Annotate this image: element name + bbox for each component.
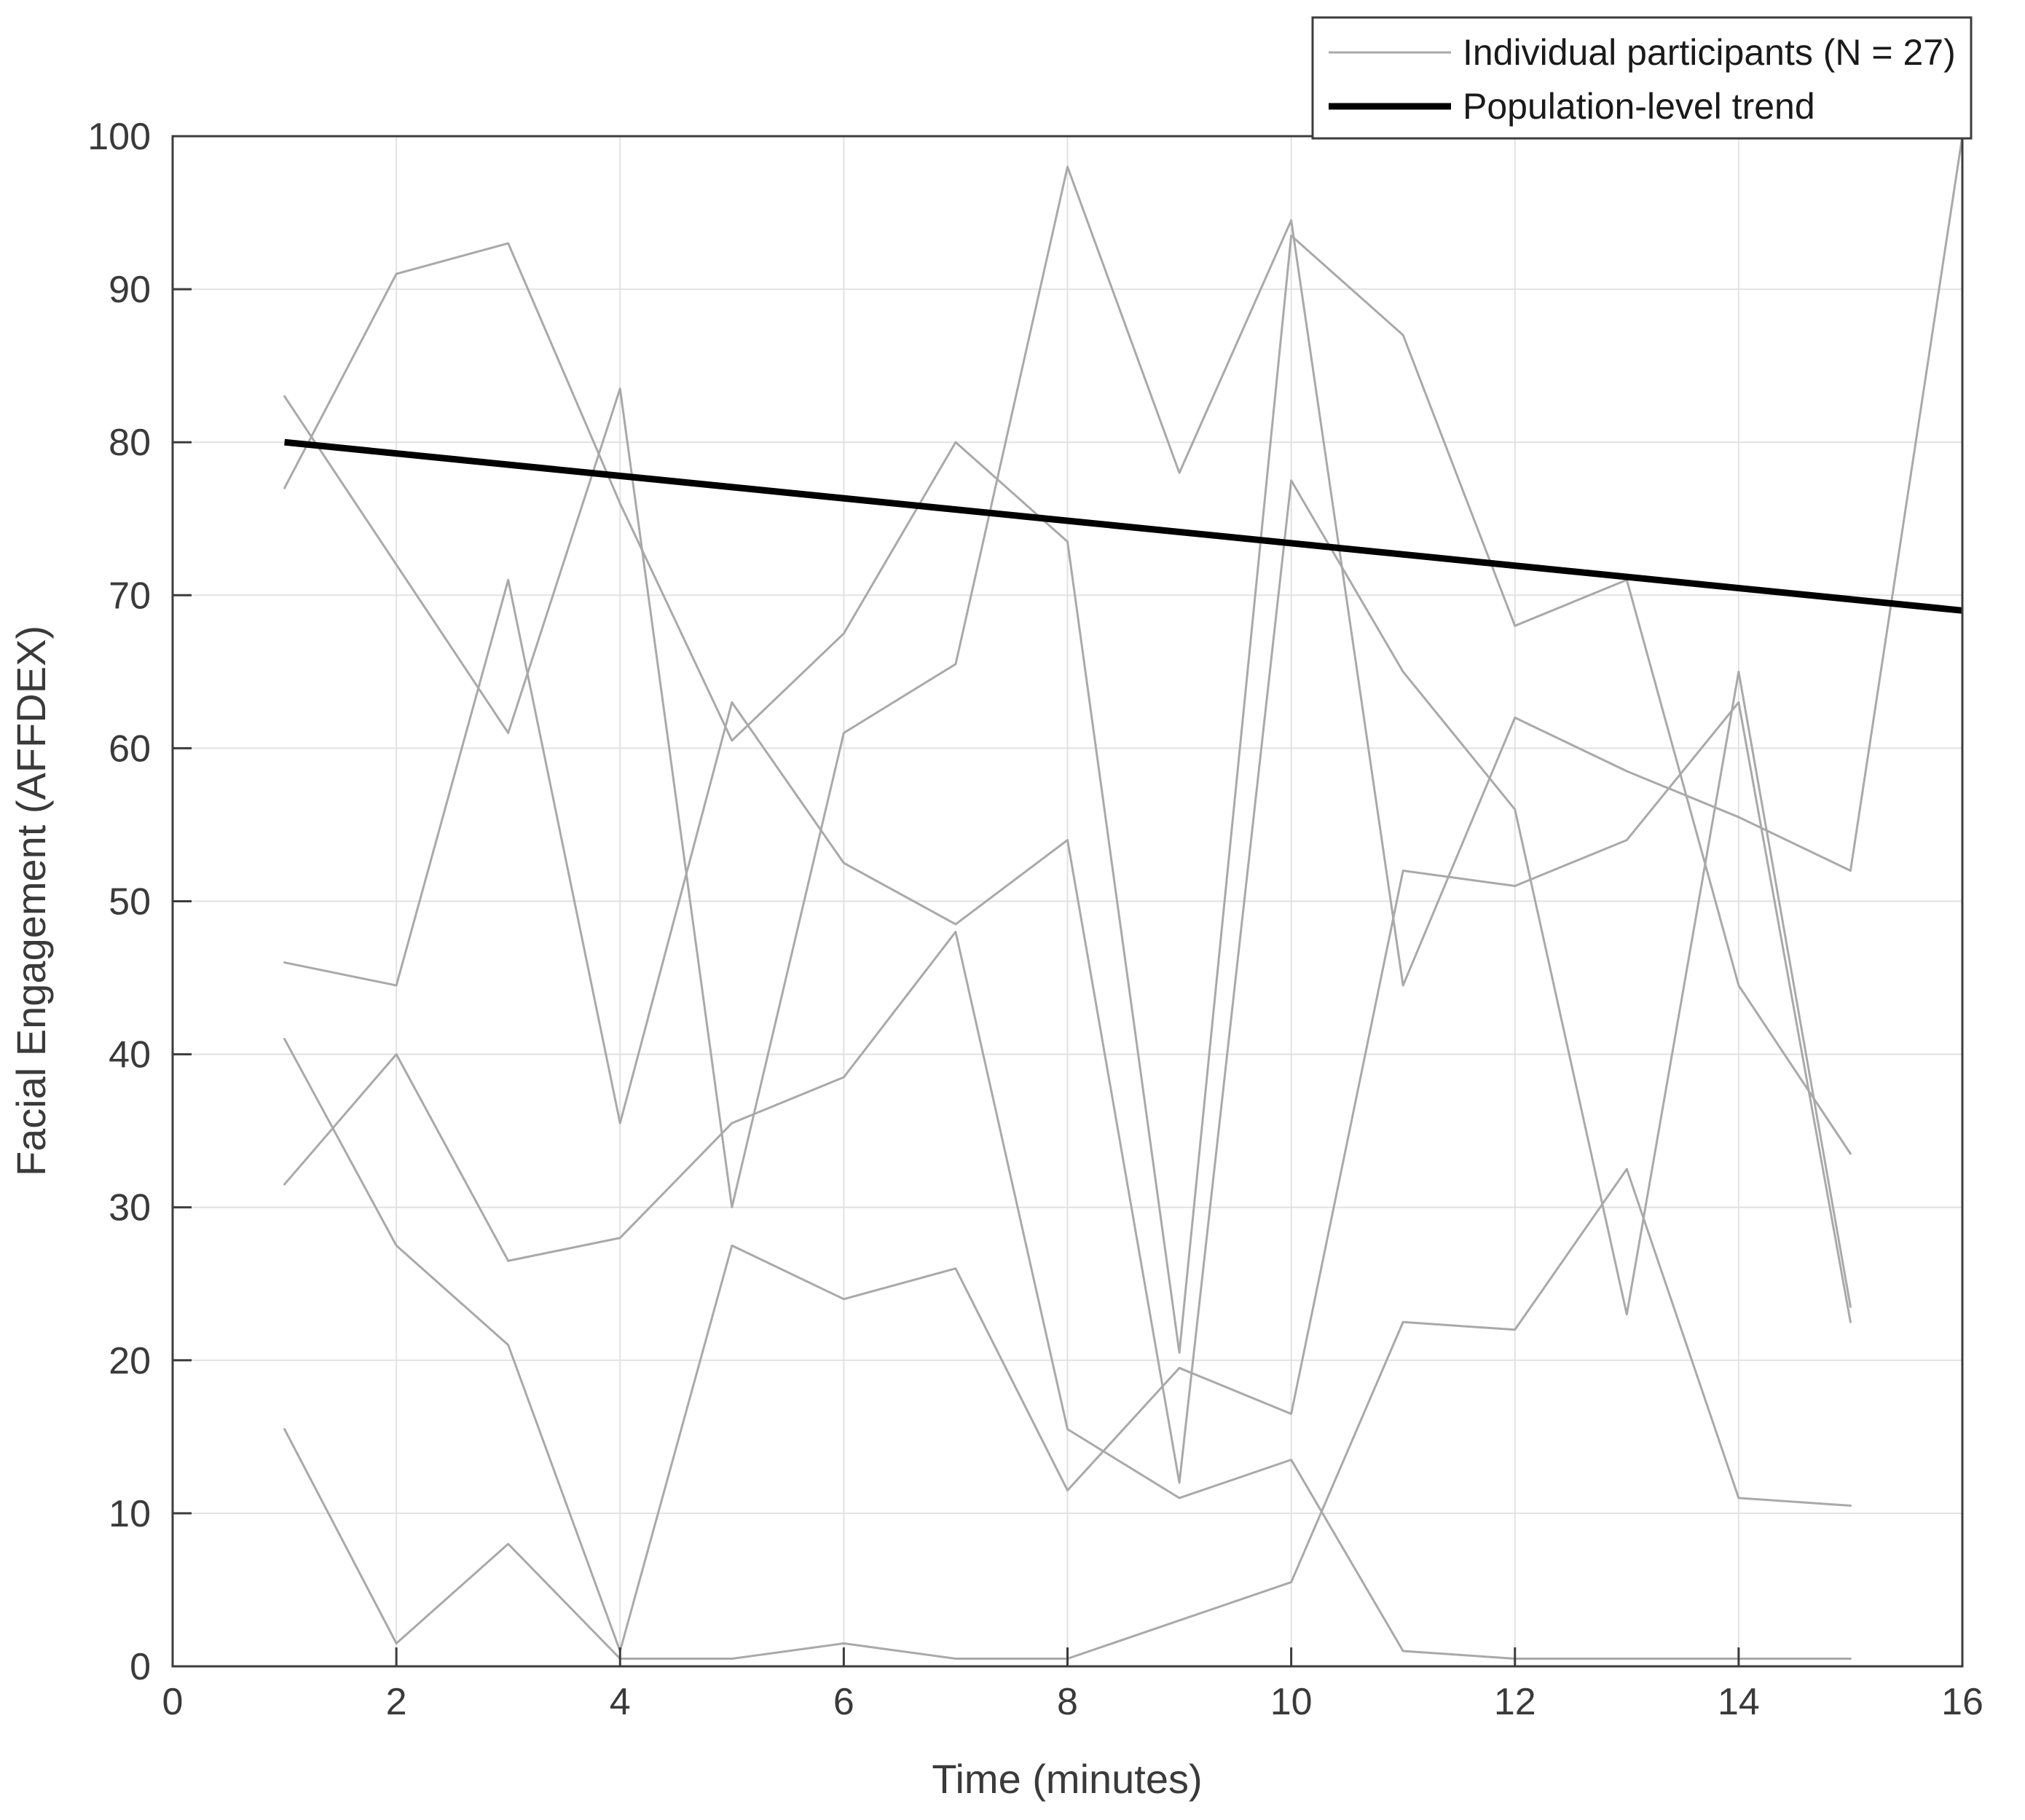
grid-layer bbox=[172, 135, 1963, 1667]
y-tick-label: 70 bbox=[109, 575, 151, 617]
x-tick-label: 10 bbox=[1270, 1681, 1313, 1723]
y-tick-label: 60 bbox=[109, 728, 151, 770]
x-axis-label: Time (minutes) bbox=[932, 1756, 1202, 1802]
x-tick-label: 12 bbox=[1494, 1681, 1536, 1723]
y-tick-label: 100 bbox=[87, 116, 151, 158]
participant-line bbox=[283, 135, 1964, 1209]
y-axis-label: Facial Engagement (AFFDEX) bbox=[8, 626, 54, 1176]
x-tick-label: 8 bbox=[1057, 1681, 1078, 1723]
y-tick-label: 10 bbox=[109, 1493, 151, 1535]
y-tick-label: 50 bbox=[109, 881, 151, 923]
tick-label-layer: 0 2 4 6 8 10 12 14 16 0 10 20 30 40 50 60 70 80 90 100 bbox=[87, 116, 1983, 1723]
y-tick-label: 30 bbox=[109, 1187, 151, 1229]
y-tick-label: 80 bbox=[109, 422, 151, 464]
y-tick-label: 0 bbox=[130, 1646, 151, 1688]
participant-line bbox=[283, 235, 1852, 1354]
legend-label-trend: Population-level trend bbox=[1463, 86, 1815, 127]
legend-box: Individual participants (N = 27) Populat… bbox=[1311, 16, 1973, 140]
participant-line bbox=[283, 701, 1852, 1652]
trend-line bbox=[284, 438, 1963, 614]
x-tick-label: 6 bbox=[833, 1681, 854, 1723]
participant-line bbox=[283, 931, 1852, 1660]
x-tick-label: 16 bbox=[1941, 1681, 1983, 1723]
legend-label-participants: Individual participants (N = 27) bbox=[1463, 32, 1956, 73]
y-tick-label: 90 bbox=[109, 269, 151, 311]
series-layer bbox=[283, 135, 1964, 1660]
x-tick-label: 0 bbox=[162, 1681, 184, 1723]
y-tick-label: 40 bbox=[109, 1034, 151, 1076]
x-tick-label: 4 bbox=[610, 1681, 631, 1723]
x-tick-label: 14 bbox=[1718, 1681, 1760, 1723]
axes-layer bbox=[171, 135, 1964, 1668]
x-tick-label: 2 bbox=[386, 1681, 407, 1723]
participant-line bbox=[283, 479, 1852, 1484]
y-tick-label: 20 bbox=[109, 1340, 151, 1382]
